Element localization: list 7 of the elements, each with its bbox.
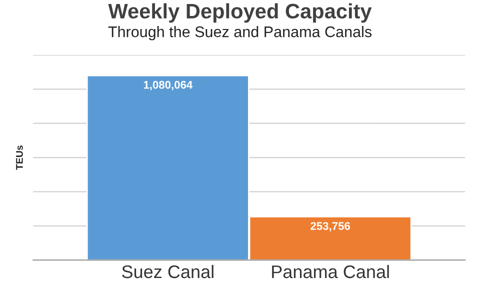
chart-title: Weekly Deployed Capacity	[108, 3, 372, 23]
y-axis-title: TEUs	[16, 146, 23, 170]
chart-subtitle: Through the Suez and Panama Canals	[108, 26, 372, 40]
x-tick-label: Panama Canal	[272, 264, 389, 278]
data-label: 1,080,064	[144, 80, 193, 90]
x-tick-label: Suez Canal	[122, 264, 214, 278]
data-label: 253,756	[310, 222, 350, 232]
